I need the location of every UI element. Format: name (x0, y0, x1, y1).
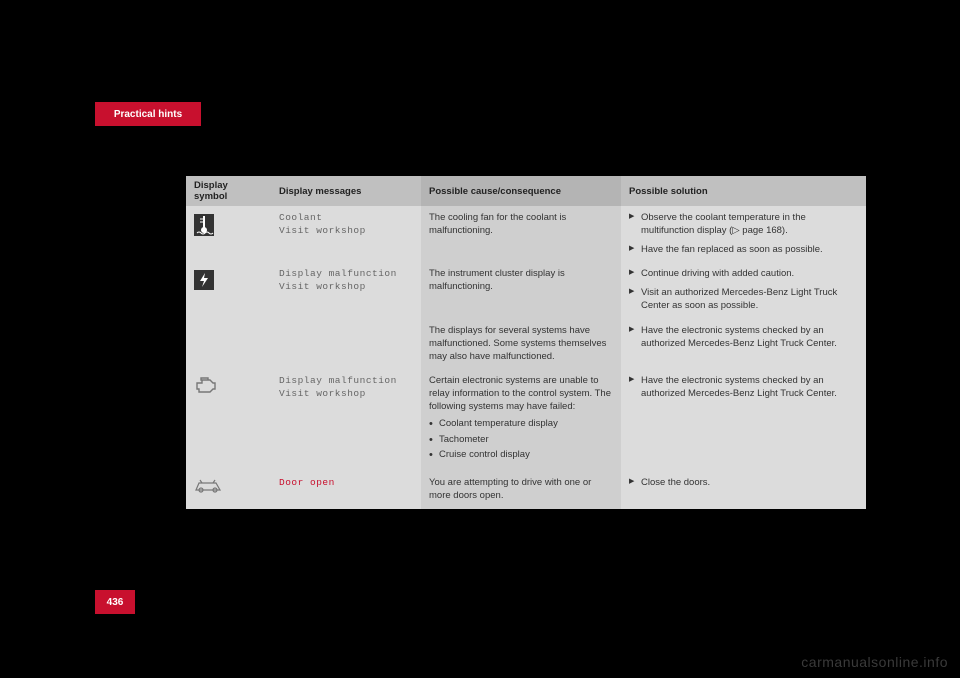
message-cell: Display malfunction Visit workshop (271, 262, 421, 369)
solution-cell: Have the electronic systems checked by a… (621, 319, 866, 369)
table-header-row: Display symbol Display messages Possible… (186, 176, 866, 206)
message-line: Display malfunction (279, 268, 397, 279)
message-line: Door open (279, 477, 335, 488)
solution-item: Have the electronic systems checked by a… (629, 375, 858, 401)
message-line: Display malfunction (279, 375, 397, 386)
coolant-temp-icon (194, 214, 214, 236)
engine-icon (194, 377, 218, 395)
cause-item: Cruise control display (429, 449, 613, 462)
cause-cell: The displays for several systems have ma… (421, 319, 621, 369)
header-symbol: Display symbol (186, 176, 271, 206)
solution-item: Have the fan replaced as soon as possibl… (629, 244, 858, 257)
symbol-cell (186, 471, 271, 509)
page-number: 436 (95, 590, 135, 614)
message-cell: Display malfunction Visit workshop (271, 369, 421, 471)
lightning-icon (194, 270, 214, 290)
cause-cell: You are attempting to drive with one or … (421, 471, 621, 509)
header-solution: Possible solution (621, 176, 866, 206)
symbol-cell (186, 206, 271, 262)
message-line: Visit workshop (279, 281, 366, 292)
table-row: Display malfunction Visit workshop The i… (186, 262, 866, 318)
cause-item: Tachometer (429, 434, 613, 447)
message-cell: Coolant Visit workshop (271, 206, 421, 262)
message-cell: Door open (271, 471, 421, 509)
display-messages-table: Display symbol Display messages Possible… (186, 176, 866, 509)
solution-item: Close the doors. (629, 477, 858, 490)
solution-item: Visit an authorized Mercedes-Benz Light … (629, 287, 858, 313)
table-row: Door open You are attempting to drive wi… (186, 471, 866, 509)
solution-cell: Have the electronic systems checked by a… (621, 369, 866, 471)
cause-cell: Certain electronic systems are unable to… (421, 369, 621, 471)
cause-cell: The instrument cluster display is malfun… (421, 262, 621, 318)
cause-cell: The cooling fan for the coolant is malfu… (421, 206, 621, 262)
header-cause: Possible cause/consequence (421, 176, 621, 206)
header-messages: Display messages (271, 176, 421, 206)
symbol-cell (186, 369, 271, 471)
solution-cell: Close the doors. (621, 471, 866, 509)
cause-item: Coolant temperature display (429, 418, 613, 431)
solution-cell: Observe the coolant temperature in the m… (621, 206, 866, 262)
cause-text: Certain electronic systems are unable to… (429, 375, 611, 412)
watermark: carmanualsonline.info (801, 654, 948, 670)
section-tab: Practical hints (95, 102, 201, 126)
solution-item: Observe the coolant temperature in the m… (629, 212, 858, 238)
door-open-icon (194, 479, 222, 493)
message-line: Visit workshop (279, 388, 366, 399)
solution-item: Continue driving with added caution. (629, 268, 858, 281)
solution-item: Have the electronic systems checked by a… (629, 325, 858, 351)
table-row: Display malfunction Visit workshop Certa… (186, 369, 866, 471)
message-line: Coolant (279, 212, 322, 223)
message-line: Visit workshop (279, 225, 366, 236)
table-row: Coolant Visit workshop The cooling fan f… (186, 206, 866, 262)
symbol-cell (186, 262, 271, 369)
solution-cell: Continue driving with added caution. Vis… (621, 262, 866, 318)
